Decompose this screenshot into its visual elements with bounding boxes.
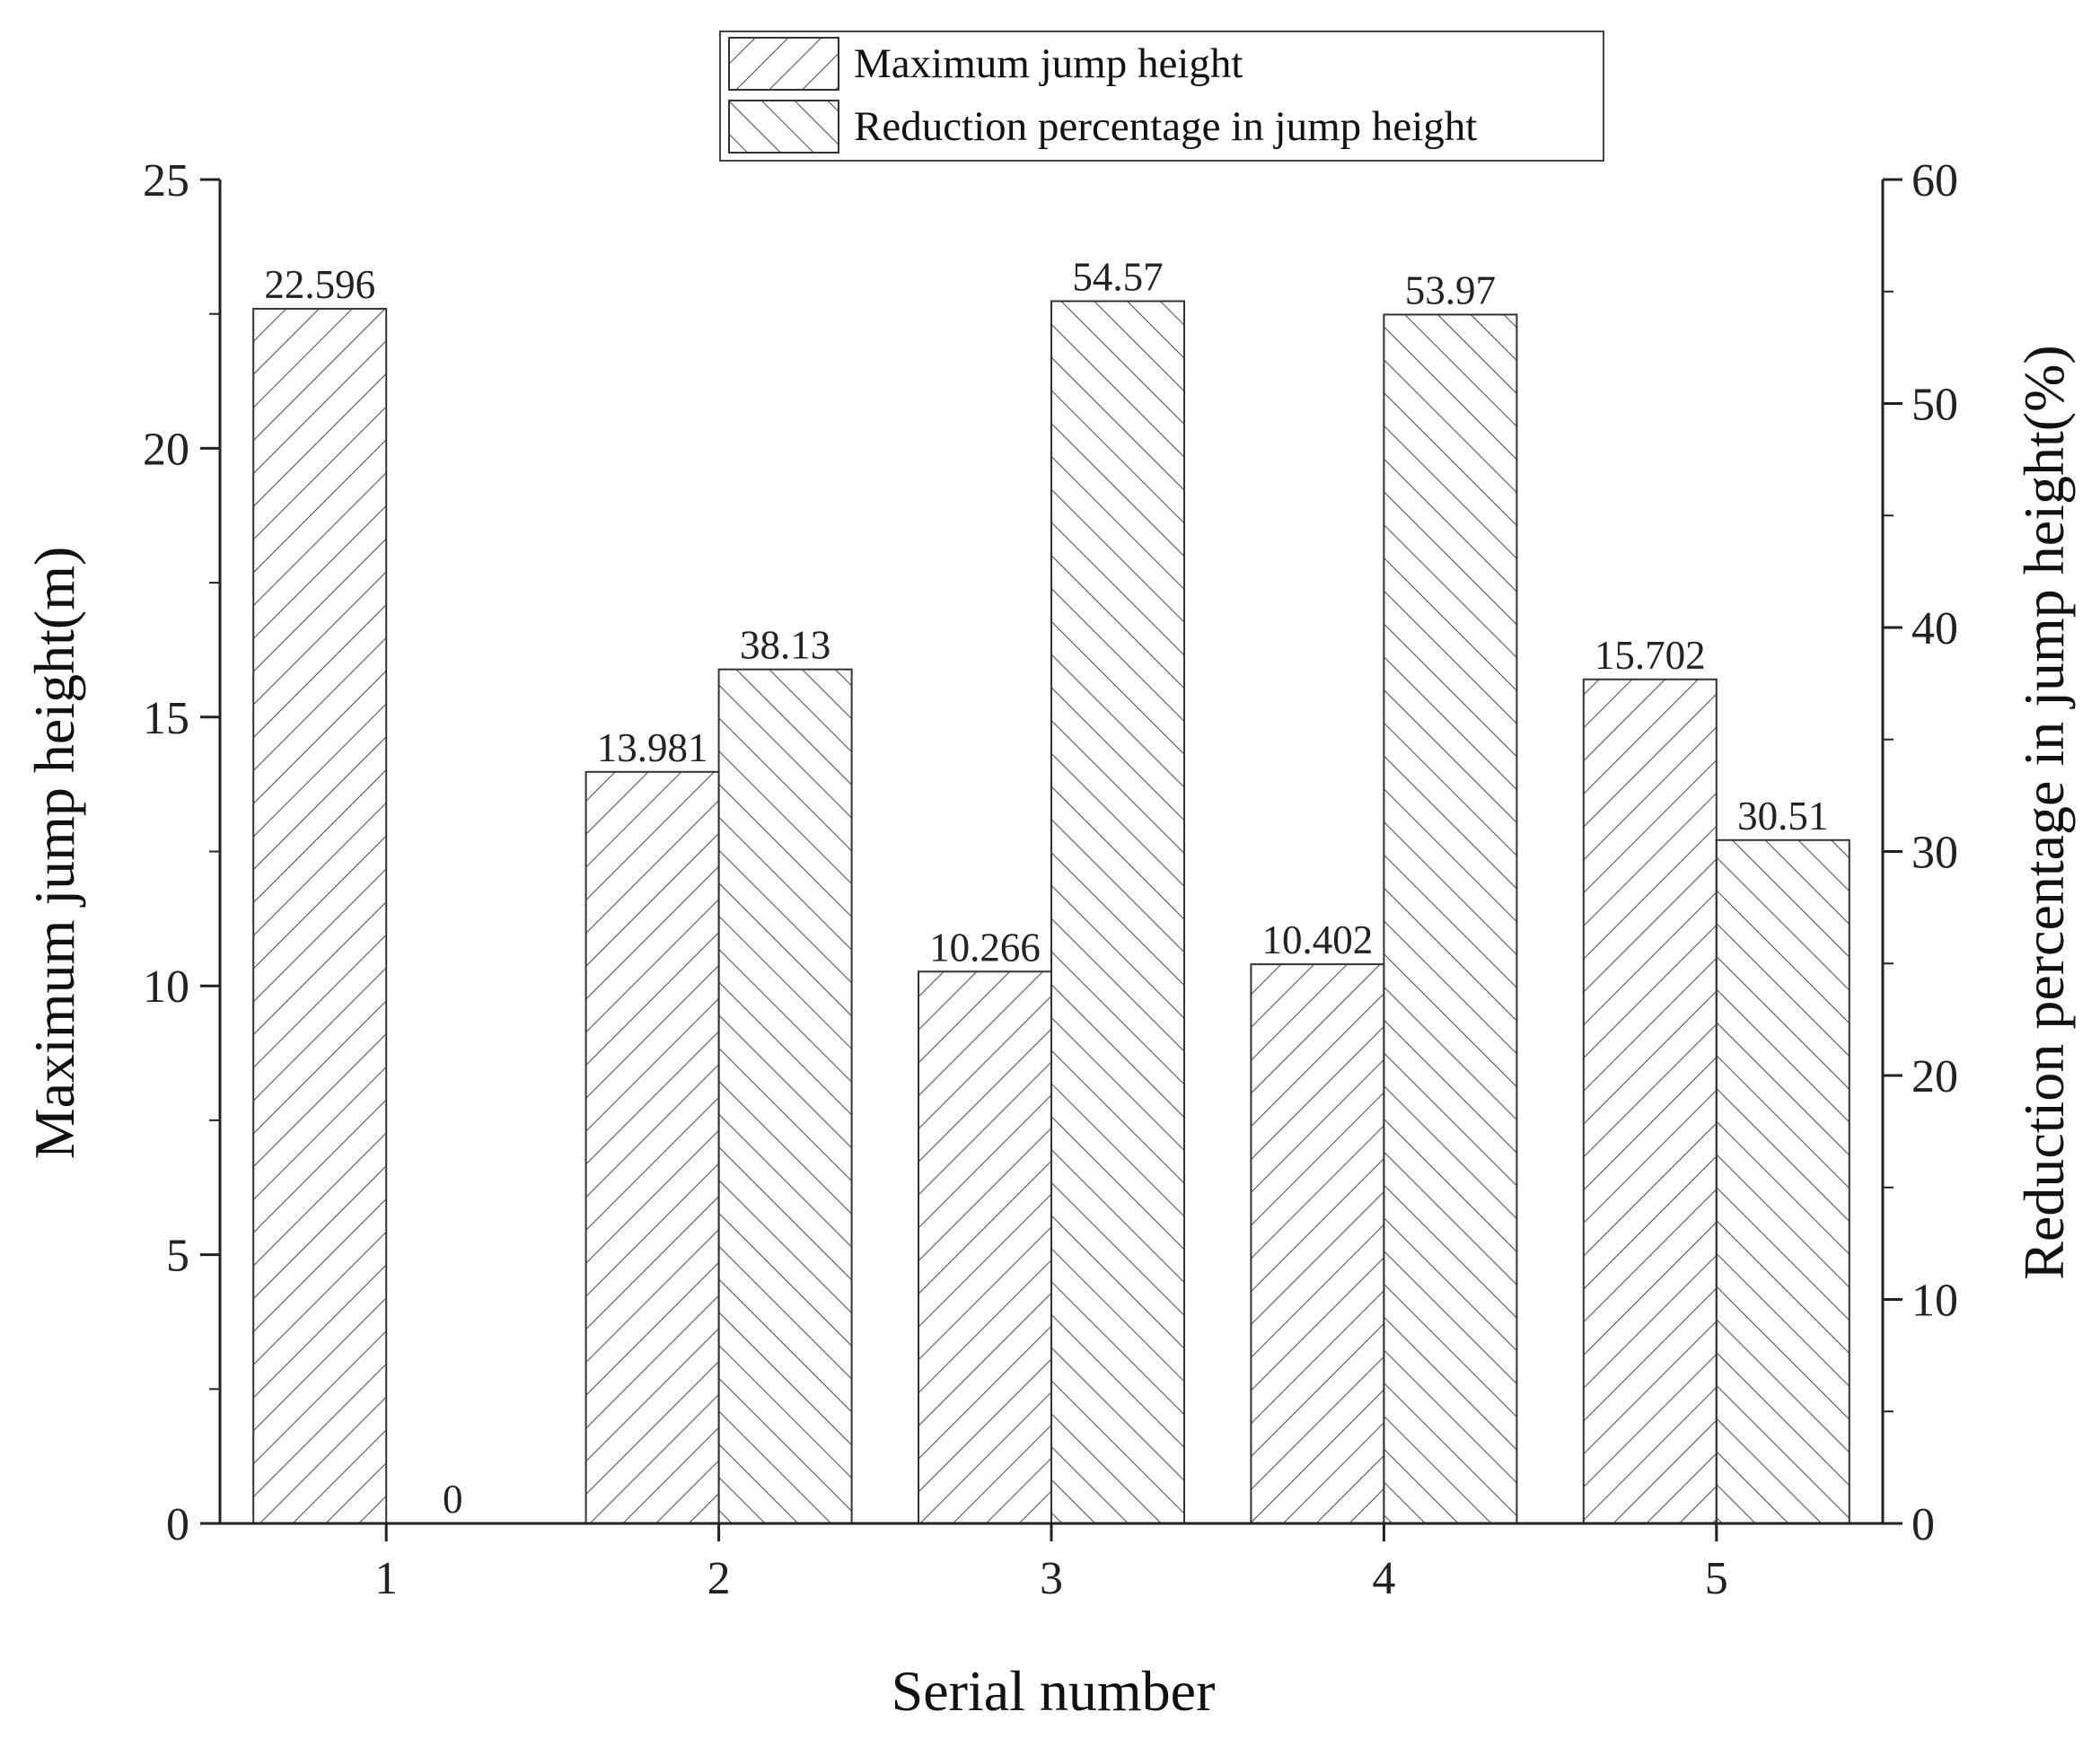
legend-label-max-height: Maximum jump height	[854, 40, 1243, 87]
bar-max-height-5	[1582, 678, 1718, 1524]
x-axis-title: Serial number	[892, 1659, 1216, 1723]
data-label-max-height-4: 10.402	[1262, 917, 1374, 962]
y-right-tick-label-0: 0	[1911, 1499, 1935, 1550]
y-axis-right-title: Reduction percentage in jump height(%)	[2012, 345, 2076, 1279]
y-left-tick-label-25: 25	[143, 155, 189, 206]
data-label-max-height-3: 10.266	[929, 925, 1041, 970]
y-right-tick-label-40: 40	[1911, 603, 1958, 654]
data-label-max-height-2: 13.981	[597, 725, 708, 770]
legend: Maximum jump height Reduction percentage…	[719, 31, 1604, 162]
x-tick-label-4: 4	[1372, 1553, 1395, 1604]
y-left-tick-label-15: 15	[143, 693, 189, 744]
bar-max-height-3	[918, 970, 1052, 1525]
x-tick-label-1: 1	[374, 1553, 398, 1604]
y-left-tick-label-0: 0	[166, 1499, 189, 1550]
y-right-tick-label-20: 20	[1911, 1051, 1958, 1102]
bar-reduction-3	[1050, 300, 1185, 1524]
data-label-reduction-3: 54.57	[1072, 254, 1163, 299]
data-label-reduction-4: 53.97	[1405, 268, 1496, 312]
bar-max-height-1	[252, 307, 388, 1524]
y-right-tick-label-50: 50	[1911, 380, 1958, 431]
x-tick-label-5: 5	[1705, 1553, 1728, 1604]
data-label-max-height-5: 15.702	[1595, 633, 1706, 678]
legend-label-reduction: Reduction percentage in jump height	[854, 103, 1477, 150]
x-tick-label-3: 3	[1040, 1553, 1063, 1604]
data-label-reduction-1: 0	[443, 1477, 463, 1522]
x-tick-label-2: 2	[707, 1553, 731, 1604]
bar-reduction-5	[1715, 838, 1850, 1524]
bar-max-height-2	[584, 770, 720, 1524]
data-label-max-height-1: 22.596	[264, 262, 375, 307]
legend-swatch-max-height	[728, 37, 839, 91]
data-label-reduction-5: 30.51	[1737, 794, 1828, 838]
y-right-tick-label-60: 60	[1911, 155, 1958, 206]
y-axis-left-title: Maximum jump height(m)	[22, 547, 86, 1160]
data-labels-layer: 22.596 0 13.981 38.13 10.266 54.57 10.402 53.97…	[264, 254, 1828, 1522]
axes-layer	[200, 178, 1902, 1541]
y-left-tick-label-10: 10	[143, 961, 189, 1013]
bar-reduction-4	[1383, 313, 1518, 1524]
bar-max-height-4	[1250, 963, 1385, 1525]
legend-swatch-reduction	[728, 100, 839, 154]
bar-reduction-2	[717, 668, 853, 1524]
y-right-tick-label-10: 10	[1911, 1276, 1958, 1327]
y-right-tick-label-30: 30	[1911, 828, 1958, 879]
bars-layer	[252, 300, 1850, 1525]
y-left-tick-label-5: 5	[166, 1231, 189, 1282]
legend-box	[719, 31, 1604, 162]
data-label-reduction-2: 38.13	[740, 623, 830, 668]
y-left-tick-label-20: 20	[143, 424, 189, 475]
